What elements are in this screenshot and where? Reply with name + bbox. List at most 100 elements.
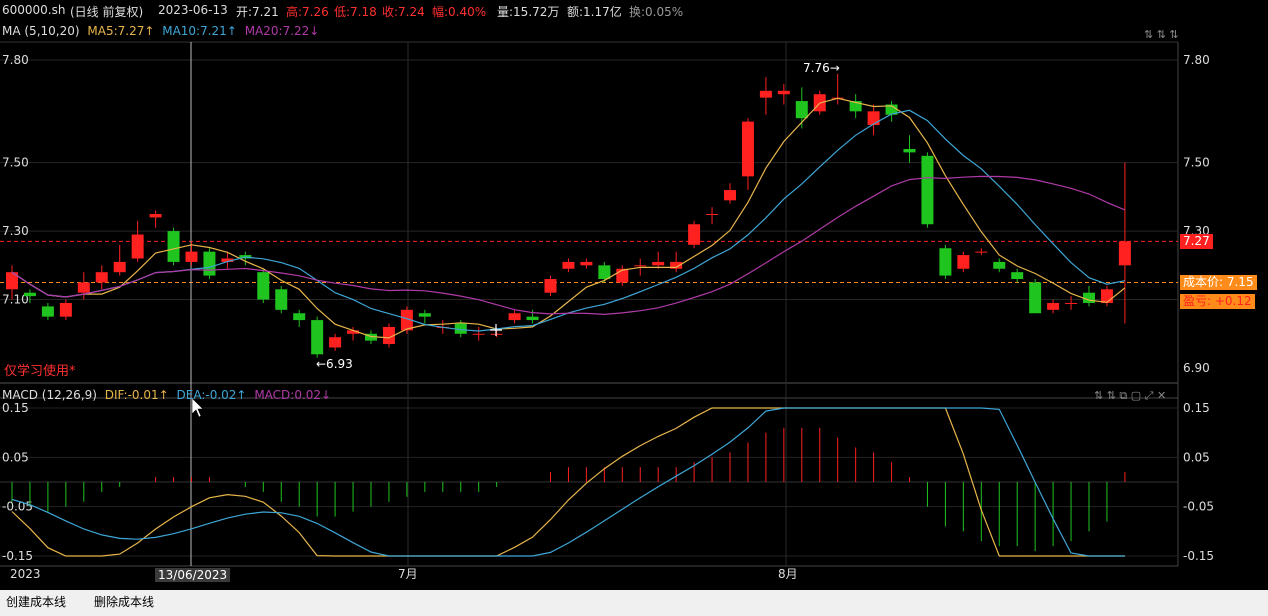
- candle-body: [975, 251, 988, 253]
- candle-body: [472, 333, 485, 335]
- macd-tick-label-left: -0.15: [2, 549, 33, 563]
- candle-body: [598, 265, 611, 280]
- macd-tick-label: 0.05: [1183, 450, 1210, 464]
- candle-body: [347, 330, 360, 334]
- price-tick-label-left: 7.50: [2, 156, 29, 170]
- candle-body: [382, 326, 395, 345]
- macd-tick-label-left: 0.15: [2, 401, 29, 415]
- ma-title: MA (5,10,20): [2, 24, 80, 38]
- quote-info-bar: 600000.sh (日线 前复权) 2023-06-13 开:7.21 高:7…: [0, 0, 1268, 20]
- candle-body: [1065, 302, 1078, 304]
- candle-body: [167, 231, 180, 262]
- candle-body: [329, 337, 342, 348]
- candle-body: [185, 251, 198, 262]
- macd-toolbar-icons[interactable]: ⇅ ⇅ ⧉ ▢ ⤢ ✕: [1094, 389, 1167, 402]
- candle-body: [1011, 272, 1024, 280]
- candle-body: [311, 320, 324, 355]
- candle-body: [95, 272, 108, 283]
- candle-body: [1083, 292, 1095, 303]
- candle-body: [652, 261, 665, 266]
- dea-line: [11, 407, 1125, 557]
- high-label: 高:7.26: [286, 5, 329, 19]
- candle-body: [867, 111, 880, 126]
- ma5-line: [11, 97, 1126, 339]
- price-tick-label: 7.50: [1183, 156, 1210, 170]
- low-label: 低:7.18: [334, 5, 377, 19]
- symbol-label: 600000.sh: [2, 3, 66, 17]
- ma10-value: MA10:7.21↑: [162, 24, 237, 38]
- candle-body: [1100, 289, 1113, 303]
- candle-body: [257, 272, 270, 300]
- candle-body: [670, 261, 683, 269]
- chart-canvas[interactable]: 7.807.507.307.106.907.807.507.307.100.15…: [0, 0, 1268, 590]
- last-price-tag: 7.27: [1180, 234, 1213, 249]
- x-axis-label: 7月: [398, 567, 418, 581]
- profit-tag: 盈亏: +0.12: [1180, 294, 1255, 309]
- price-tick-label: 7.80: [1183, 53, 1210, 67]
- candle-body: [706, 214, 719, 215]
- candle-body: [616, 268, 629, 283]
- candle-body: [221, 258, 234, 262]
- candle-body: [113, 261, 126, 273]
- candle-body: [1047, 302, 1060, 310]
- price-tick-label-left: 7.30: [2, 224, 29, 238]
- create-cost-line-button[interactable]: 创建成本线: [6, 595, 67, 609]
- candle-body: [418, 313, 431, 317]
- candle-body: [957, 255, 970, 269]
- candle-body: [275, 289, 288, 310]
- candle-body: [490, 333, 503, 335]
- candle-body: [580, 261, 593, 266]
- watermark: 仅学习使用*: [4, 364, 76, 379]
- candle-body: [759, 90, 772, 98]
- ma20-line: [11, 175, 1126, 316]
- amount-label: 额:1.17亿: [567, 5, 622, 19]
- macd-tick-label: -0.05: [1183, 500, 1214, 514]
- macd-tick-label: -0.15: [1183, 549, 1214, 563]
- ma-settings-icons[interactable]: ⇅ ⇅ ⇅: [1144, 28, 1179, 41]
- ma20-value: MA20:7.22↓: [244, 24, 320, 38]
- price-tick-label-left: 7.10: [2, 293, 29, 307]
- candle-body: [400, 309, 413, 331]
- candle-body: [23, 292, 36, 297]
- candle-body: [777, 90, 790, 95]
- ma-legend: MA (5,10,20) MA5:7.27↑ MA10:7.21↑ MA20:7…: [2, 24, 323, 42]
- crosshair-icon: [490, 324, 502, 336]
- candle-body: [885, 104, 898, 115]
- x-axis-label: 2023: [10, 567, 41, 581]
- bottom-toolbar: 创建成本线 删除成本线: [0, 590, 1268, 616]
- candle-body: [508, 313, 521, 321]
- macd-tick-label-left: -0.05: [2, 500, 33, 514]
- candle-body: [993, 261, 1006, 269]
- candle-body: [795, 101, 808, 119]
- candle-body: [562, 261, 575, 269]
- high-annotation: 7.76→: [803, 61, 840, 75]
- macd-title: MACD (12,26,9): [2, 388, 97, 402]
- candle-body: [203, 251, 216, 276]
- cost-price-tag: 成本价: 7.15: [1180, 275, 1257, 290]
- close-label: 收:7.24: [382, 5, 425, 19]
- candle-body: [741, 121, 754, 177]
- change-label: 幅:0.40%: [432, 5, 487, 19]
- price-tick-label: 6.90: [1183, 361, 1210, 375]
- candle-body: [939, 248, 952, 276]
- candle-body: [6, 272, 18, 290]
- candle-body: [903, 148, 916, 153]
- candle-body: [724, 190, 736, 201]
- candle-body: [293, 313, 306, 321]
- period-label: (日线 前复权): [70, 5, 144, 19]
- open-label: 开:7.21: [236, 5, 279, 19]
- delete-cost-line-button[interactable]: 删除成本线: [94, 595, 155, 609]
- candle-body: [921, 155, 934, 225]
- candle-body: [544, 279, 557, 293]
- candle-body: [1029, 282, 1042, 314]
- macd-value: MACD:0.02↓: [254, 388, 332, 402]
- turnover-label: 换:0.05%: [629, 5, 684, 19]
- dea-value: DEA:-0.02↑: [176, 388, 247, 402]
- candle-body: [526, 316, 539, 321]
- mouse-pointer-icon: [191, 397, 204, 418]
- candle-body: [149, 214, 162, 218]
- candle-body: [849, 101, 862, 112]
- candle-body: [365, 333, 377, 341]
- price-tick-label-left: 7.80: [2, 53, 29, 67]
- candle-body: [1118, 241, 1131, 266]
